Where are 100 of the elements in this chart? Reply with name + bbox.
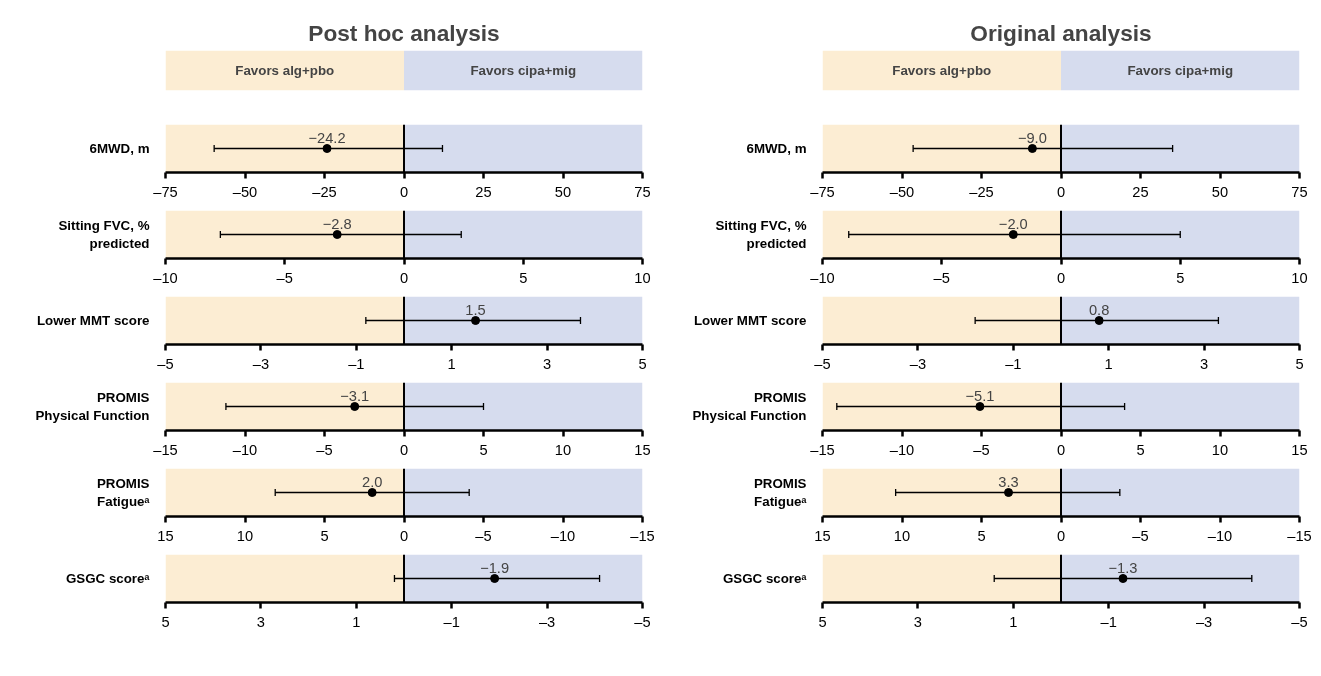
x-tick-label: 5: [818, 613, 827, 630]
x-tick-label: 0: [1056, 527, 1066, 544]
x-tick-label: 5: [1295, 355, 1304, 372]
x-tick-label: 0: [399, 183, 409, 200]
x-tick-label: 5: [479, 441, 488, 458]
x-tick-label: 5: [161, 613, 170, 630]
x-tick-label: –15: [153, 441, 178, 458]
x-tick-label: –1: [348, 355, 365, 372]
text: Favors cipa+mig: [470, 63, 577, 78]
x-tick-label: –10: [232, 441, 258, 458]
x-tick-label: –10: [550, 527, 576, 544]
y-tick-label: Lower MMT score: [693, 313, 807, 328]
x-tick-label: 0: [1056, 183, 1066, 200]
x-tick-label: 50: [1211, 183, 1229, 200]
x-tick-label: 50: [554, 183, 572, 200]
data-label: −3.1: [340, 387, 370, 404]
x-tick-label: 10: [554, 441, 572, 458]
x-tick-label: 25: [475, 183, 492, 200]
data-label: −2.0: [998, 215, 1028, 232]
x-tick-label: 0: [1056, 441, 1066, 458]
y-tick-label: PROMIS Fatigueᵃ: [753, 476, 807, 509]
x-tick-label: 5: [1176, 269, 1185, 286]
x-tick-label: –5: [1132, 527, 1149, 544]
x-tick-label: –5: [276, 269, 293, 286]
x-tick-label: –3: [252, 355, 270, 372]
x-tick-label: –50: [232, 183, 258, 200]
x-tick-label: 0: [399, 527, 409, 544]
x-tick-label: –5: [475, 527, 492, 544]
chart-title: Original analysis: [970, 19, 1152, 46]
x-tick-label: 0: [1056, 269, 1066, 286]
x-tick-label: –1: [443, 613, 460, 630]
data-label: 3.3: [998, 473, 1019, 490]
y-tick-label: PROMIS Physical Function: [692, 390, 807, 423]
data-label: 0.8: [1088, 301, 1110, 318]
x-tick-label: 10: [236, 527, 254, 544]
x-tick-label: –5: [316, 441, 333, 458]
x-tick-label: 5: [638, 355, 647, 372]
x-tick-label: –10: [1207, 527, 1233, 544]
x-tick-label: 75: [1291, 183, 1308, 200]
x-tick-label: 3: [543, 355, 552, 372]
data-label: −1.3: [1108, 559, 1138, 576]
data-label: −1.9: [480, 559, 510, 576]
x-tick-label: –3: [909, 355, 927, 372]
data-label: 1.5: [465, 301, 486, 318]
x-tick-label: 1: [1104, 355, 1113, 372]
y-tick-label: 6MWD, m: [746, 141, 807, 156]
x-tick-label: –3: [1195, 613, 1213, 630]
text: Favors alg+pbo: [892, 63, 992, 78]
x-tick-label: –1: [1100, 613, 1117, 630]
chart-title: Post hoc analysis: [308, 19, 500, 46]
x-tick-label: 10: [893, 527, 911, 544]
x-tick-label: –5: [157, 355, 174, 372]
data-label: −2.8: [322, 215, 352, 232]
x-tick-label: 0: [399, 441, 409, 458]
y-tick-label: 6MWD, m: [89, 141, 150, 156]
y-tick-label: PROMIS Fatigueᵃ: [96, 476, 150, 509]
data-label: 2.0: [362, 473, 383, 490]
data-label: −24.2: [308, 129, 346, 146]
x-tick-label: –5: [1291, 613, 1308, 630]
x-tick-label: 75: [634, 183, 651, 200]
x-tick-label: 3: [1200, 355, 1209, 372]
y-tick-label: Sitting FVC, % predicted: [58, 218, 150, 251]
x-tick-label: 15: [157, 527, 174, 544]
x-tick-label: 1: [1009, 613, 1018, 630]
data-label: −9.0: [1017, 129, 1047, 146]
x-tick-label: 3: [913, 613, 922, 630]
x-tick-label: –15: [810, 441, 835, 458]
x-tick-label: 3: [256, 613, 265, 630]
x-tick-label: –25: [969, 183, 994, 200]
x-tick-label: –10: [889, 441, 915, 458]
x-tick-label: 1: [447, 355, 456, 372]
x-tick-label: 1: [352, 613, 361, 630]
x-tick-label: 5: [1136, 441, 1145, 458]
y-tick-label: GSGC scoreᵃ: [722, 571, 807, 586]
y-tick-label: Lower MMT score: [36, 313, 150, 328]
x-tick-label: –5: [933, 269, 950, 286]
y-tick-label: PROMIS Physical Function: [35, 390, 150, 423]
text: Favors cipa+mig: [1127, 63, 1234, 78]
x-tick-label: –5: [634, 613, 651, 630]
x-tick-label: 5: [320, 527, 329, 544]
x-tick-label: 5: [977, 527, 986, 544]
y-tick-label: GSGC scoreᵃ: [65, 571, 150, 586]
x-tick-label: 10: [1211, 441, 1229, 458]
x-tick-label: 10: [1291, 269, 1308, 286]
x-tick-label: 15: [1291, 441, 1308, 458]
x-tick-label: –10: [810, 269, 835, 286]
x-tick-label: –15: [1287, 527, 1312, 544]
x-tick-label: –75: [153, 183, 178, 200]
x-tick-label: 25: [1132, 183, 1149, 200]
y-tick-label: Sitting FVC, % predicted: [715, 218, 807, 251]
x-tick-label: –10: [153, 269, 178, 286]
data-label: −5.1: [965, 387, 995, 404]
x-tick-label: 15: [634, 441, 651, 458]
text: Favors alg+pbo: [235, 63, 335, 78]
x-tick-label: –1: [1005, 355, 1022, 372]
x-tick-label: 10: [634, 269, 651, 286]
x-tick-label: 0: [399, 269, 409, 286]
x-tick-label: 5: [519, 269, 528, 286]
x-tick-label: –5: [814, 355, 831, 372]
x-tick-label: –5: [973, 441, 990, 458]
